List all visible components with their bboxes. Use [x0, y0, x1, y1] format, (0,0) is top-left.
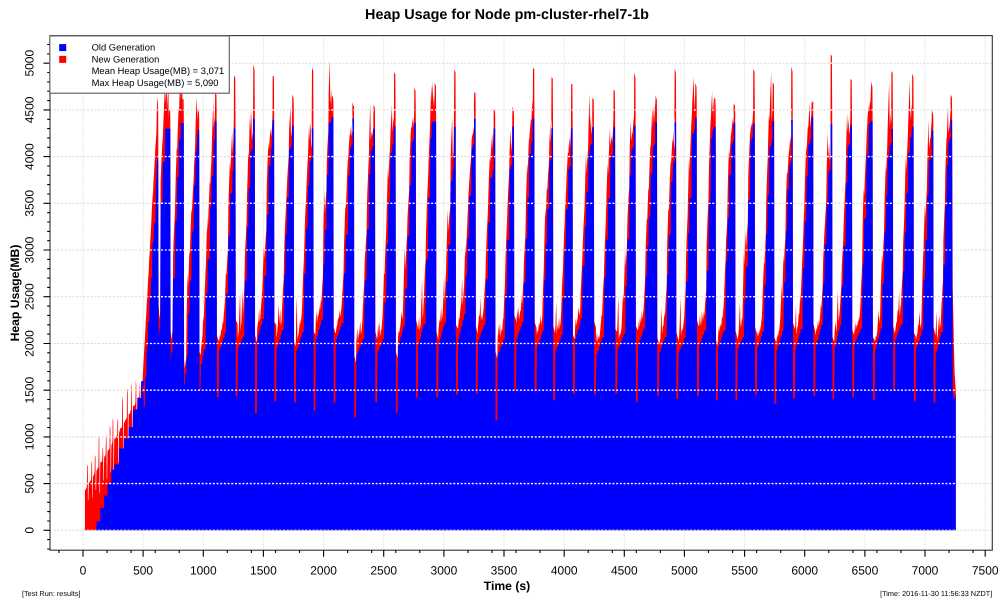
svg-text:1500: 1500: [250, 564, 277, 578]
svg-text:3000: 3000: [23, 236, 37, 263]
svg-text:1000: 1000: [23, 423, 37, 450]
svg-text:Heap Usage(MB): Heap Usage(MB): [8, 245, 22, 342]
svg-text:[Time: 2016-11-30 11:56:33 NZD: [Time: 2016-11-30 11:56:33 NZDT]: [880, 589, 992, 598]
svg-text:2000: 2000: [23, 330, 37, 357]
svg-text:Heap Usage for Node pm-cluster: Heap Usage for Node pm-cluster-rhel7-1b: [365, 7, 649, 23]
svg-text:6500: 6500: [852, 564, 879, 578]
svg-text:4500: 4500: [611, 564, 638, 578]
svg-text:2500: 2500: [370, 564, 397, 578]
svg-text:1000: 1000: [190, 564, 217, 578]
svg-text:7500: 7500: [972, 564, 999, 578]
svg-text:0: 0: [80, 564, 87, 578]
svg-text:5500: 5500: [731, 564, 758, 578]
svg-text:2000: 2000: [310, 564, 337, 578]
svg-text:3500: 3500: [23, 190, 37, 217]
svg-text:Mean Heap Usage(MB) = 3,071: Mean Heap Usage(MB) = 3,071: [92, 65, 225, 76]
svg-text:5000: 5000: [671, 564, 698, 578]
svg-text:4000: 4000: [23, 143, 37, 170]
svg-text:Time (s): Time (s): [484, 579, 531, 593]
svg-text:0: 0: [23, 527, 37, 534]
svg-text:500: 500: [23, 473, 37, 493]
svg-text:[Test Run: results]: [Test Run: results]: [22, 589, 80, 598]
svg-text:3000: 3000: [431, 564, 458, 578]
svg-text:6000: 6000: [791, 564, 818, 578]
svg-text:Old Generation: Old Generation: [92, 42, 156, 53]
svg-text:1500: 1500: [23, 377, 37, 404]
svg-text:5000: 5000: [23, 50, 37, 77]
svg-text:2500: 2500: [23, 283, 37, 310]
svg-text:Max Heap Usage(MB) = 5,090: Max Heap Usage(MB) = 5,090: [92, 77, 219, 88]
svg-text:3500: 3500: [491, 564, 518, 578]
svg-text:4500: 4500: [23, 96, 37, 123]
svg-text:7000: 7000: [912, 564, 939, 578]
svg-text:New Generation: New Generation: [92, 53, 160, 64]
svg-text:500: 500: [133, 564, 153, 578]
svg-text:4000: 4000: [551, 564, 578, 578]
